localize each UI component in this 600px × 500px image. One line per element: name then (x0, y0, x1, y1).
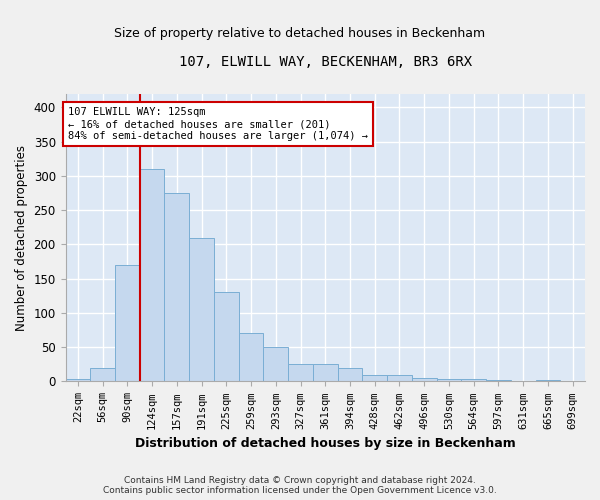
Bar (214, 292, 239, 382)
Bar (486, 380, 511, 382)
Bar (338, 368, 362, 382)
Bar (115, 265, 140, 382)
Bar (387, 374, 412, 382)
Bar (437, 380, 461, 382)
Bar (313, 364, 338, 382)
Bar (189, 238, 214, 382)
Bar (412, 378, 437, 382)
Bar (140, 169, 164, 382)
Y-axis label: Number of detached properties: Number of detached properties (15, 144, 28, 330)
Bar (90, 368, 115, 382)
Bar (65, 380, 90, 382)
Bar (536, 380, 560, 382)
Bar (164, 193, 189, 382)
Bar (239, 334, 263, 382)
Bar (288, 364, 313, 382)
Text: 107 ELWILL WAY: 125sqm
← 16% of detached houses are smaller (201)
84% of semi-de: 107 ELWILL WAY: 125sqm ← 16% of detached… (68, 108, 368, 140)
Bar (461, 380, 486, 382)
Bar (263, 347, 288, 382)
Text: Contains HM Land Registry data © Crown copyright and database right 2024.
Contai: Contains HM Land Registry data © Crown c… (103, 476, 497, 495)
Text: Size of property relative to detached houses in Beckenham: Size of property relative to detached ho… (115, 28, 485, 40)
Bar (362, 374, 387, 382)
Title: 107, ELWILL WAY, BECKENHAM, BR3 6RX: 107, ELWILL WAY, BECKENHAM, BR3 6RX (179, 55, 472, 69)
X-axis label: Distribution of detached houses by size in Beckenham: Distribution of detached houses by size … (135, 437, 515, 450)
